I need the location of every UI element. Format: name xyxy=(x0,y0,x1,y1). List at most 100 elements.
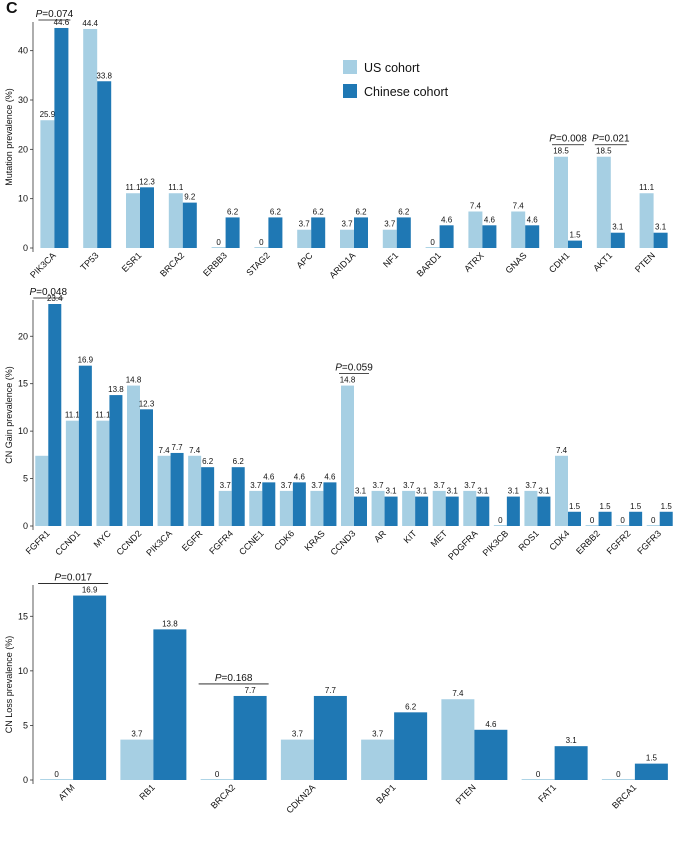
bar-chinese xyxy=(568,511,581,526)
data-label: 1.5 xyxy=(600,502,612,511)
x-tick-label: PIK3CB xyxy=(481,528,511,558)
data-label: 3.7 xyxy=(464,481,476,490)
x-tick-label: FGFR3 xyxy=(635,528,663,556)
bar-chinese xyxy=(384,496,398,526)
bar-us xyxy=(83,28,98,249)
x-tick-label: BRCA2 xyxy=(209,782,237,810)
p-value-annotation: P=0.008 xyxy=(549,134,587,145)
bar-us xyxy=(468,211,483,248)
bar-us xyxy=(200,779,234,780)
bar-chinese xyxy=(268,217,283,248)
bar-us xyxy=(524,490,538,526)
data-label: 0 xyxy=(215,770,220,779)
x-tick-label: ARID1A xyxy=(327,250,357,280)
chart-panel-1: 0 10 20 30 40 Mutation prevalence (%) 25.9 44.6… xyxy=(4,9,668,280)
x-tick-label: KRAS xyxy=(302,528,326,552)
bar-chinese xyxy=(394,712,428,780)
data-label: 6.2 xyxy=(355,207,367,216)
bar-chinese xyxy=(109,395,123,526)
data-label: 3.7 xyxy=(384,220,396,229)
bar-chinese xyxy=(653,232,668,248)
p-value-annotation: P=0.017 xyxy=(54,573,92,584)
bar-chinese xyxy=(225,217,240,248)
y-tick-label: 0 xyxy=(23,243,28,253)
p-value-annotation: P=0.074 xyxy=(36,9,74,20)
data-label: 3.1 xyxy=(416,487,428,496)
y-tick-label: 15 xyxy=(18,611,28,621)
legend-label-chinese: Chinese cohort xyxy=(364,85,449,99)
x-tick-label: AKT1 xyxy=(591,250,614,273)
data-label: 25.9 xyxy=(40,110,56,119)
bar-chinese xyxy=(396,217,411,248)
data-label: 3.7 xyxy=(434,481,446,490)
bar-chinese xyxy=(629,511,643,526)
y-tick-label: 20 xyxy=(18,331,28,341)
bar-us xyxy=(340,229,354,248)
x-tick-label: MYC xyxy=(92,528,114,550)
y-tick-label: 30 xyxy=(18,95,28,105)
x-tick-label: STAG2 xyxy=(244,250,271,277)
bar-chinese xyxy=(48,304,62,526)
bar-chinese xyxy=(201,467,215,526)
x-tick-label: ROS1 xyxy=(516,528,540,552)
bar-us xyxy=(127,385,140,526)
data-label: 3.1 xyxy=(386,487,398,496)
x-tick-label: CDK4 xyxy=(547,528,571,552)
p-value-annotation: P=0.168 xyxy=(215,673,253,684)
x-tick-label: ERBB2 xyxy=(574,528,602,556)
data-label: 0 xyxy=(498,516,503,525)
data-label: 6.2 xyxy=(233,457,245,466)
data-label: 4.6 xyxy=(294,472,306,481)
y-tick-label: 10 xyxy=(18,194,28,204)
x-tick-label: PIK3CA xyxy=(28,250,58,280)
bar-us xyxy=(402,490,416,526)
x-tick-label: FGFR2 xyxy=(605,528,633,556)
data-label: 3.7 xyxy=(373,481,385,490)
data-label: 0 xyxy=(259,238,264,247)
data-label: 12.3 xyxy=(139,177,155,186)
bar-chinese xyxy=(474,729,508,780)
bar-chinese xyxy=(311,217,326,248)
bar-us xyxy=(639,193,654,248)
bar-us xyxy=(249,490,263,526)
data-label: 1.5 xyxy=(569,502,581,511)
x-tick-label: APC xyxy=(294,250,315,271)
data-label: 11.1 xyxy=(168,183,184,192)
data-label: 11.1 xyxy=(126,183,142,192)
data-label: 3.7 xyxy=(311,481,323,490)
data-label: 11.1 xyxy=(639,183,655,192)
x-tick-label: PTEN xyxy=(454,782,478,806)
data-label: 7.4 xyxy=(556,446,568,455)
data-label: 7.4 xyxy=(159,446,171,455)
bar-us xyxy=(382,229,397,248)
y-tick-label: 40 xyxy=(18,46,28,56)
bar-us xyxy=(646,525,660,526)
data-label: 3.1 xyxy=(612,223,624,232)
bar-chinese xyxy=(78,365,92,526)
y-tick-label: 10 xyxy=(18,426,28,436)
data-label: 23.4 xyxy=(47,294,63,303)
bar-us xyxy=(585,525,599,526)
bar-us xyxy=(555,455,568,526)
bar-chinese xyxy=(182,202,197,248)
data-label: 16.9 xyxy=(82,586,98,595)
bar-us xyxy=(168,193,183,248)
bar-chinese xyxy=(140,409,153,526)
bar-us xyxy=(40,120,55,248)
data-label: 6.2 xyxy=(270,207,282,216)
panel-label: C xyxy=(6,0,18,17)
data-label: 3.1 xyxy=(477,487,489,496)
bar-chinese xyxy=(439,225,454,248)
bar-us xyxy=(601,779,635,780)
bar-us xyxy=(432,490,446,526)
data-label: 13.8 xyxy=(108,385,124,394)
data-label: 0 xyxy=(620,516,625,525)
x-tick-label: BAP1 xyxy=(374,782,397,805)
data-label: 4.6 xyxy=(263,472,275,481)
bar-chinese xyxy=(170,452,184,526)
data-label: 1.5 xyxy=(661,502,673,511)
x-tick-label: FGFR4 xyxy=(207,528,235,556)
data-label: 7.7 xyxy=(245,686,257,695)
data-label: 3.7 xyxy=(525,481,537,490)
